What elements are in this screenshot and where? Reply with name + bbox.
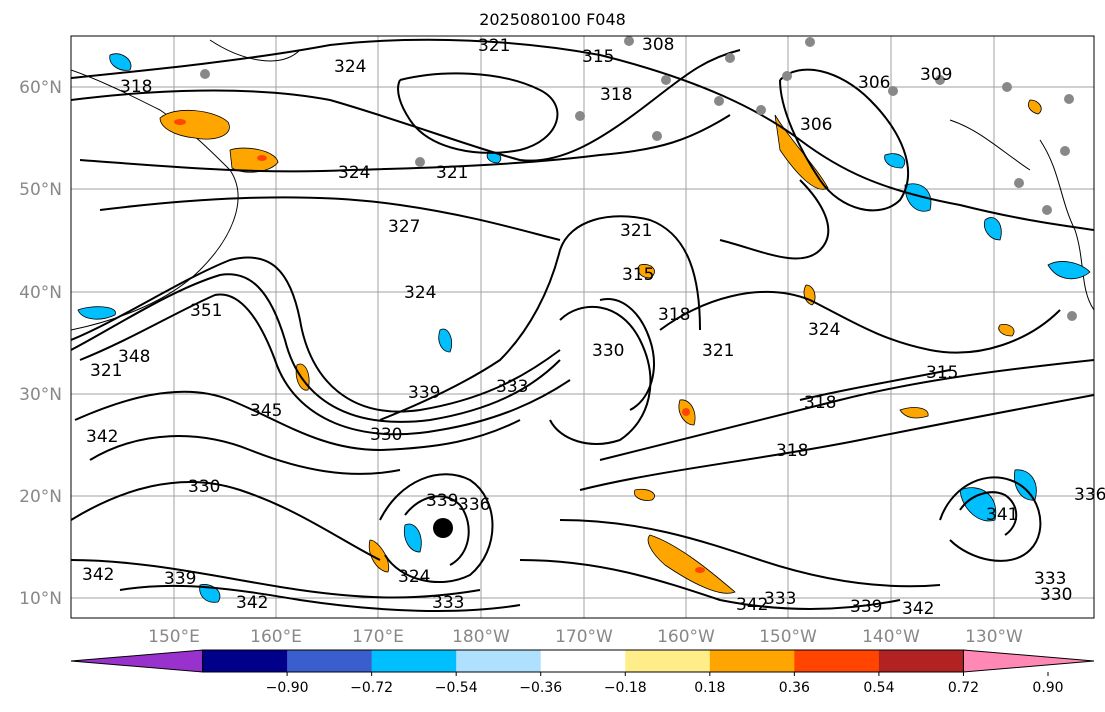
- lon-label: 170°E: [352, 627, 404, 647]
- contour-label: 306: [800, 115, 832, 135]
- contour-label: 321: [436, 163, 468, 183]
- lon-label: 140°W: [862, 627, 920, 647]
- contour-label: 336: [1074, 485, 1105, 505]
- latitude-labels: 60°N 50°N 40°N 30°N 20°N 10°N: [19, 78, 62, 609]
- colorbar-segment: [540, 650, 626, 672]
- colorbar-tick-label: 0.36: [779, 680, 810, 696]
- lat-label: 30°N: [19, 385, 62, 405]
- contour-label: 324: [404, 283, 436, 303]
- lat-label: 50°N: [19, 180, 62, 200]
- contour-label: 327: [388, 217, 420, 237]
- contour-label: 342: [82, 565, 114, 585]
- contour-label: 333: [496, 377, 528, 397]
- contour-label: 342: [902, 599, 934, 619]
- contour-label: 315: [582, 47, 614, 67]
- lon-label: 150°E: [148, 627, 200, 647]
- contour-label: 318: [776, 441, 808, 461]
- contour-label: 342: [736, 595, 768, 615]
- map-frame: [70, 35, 1095, 619]
- contour-label: 348: [118, 347, 150, 367]
- colorbar-segment: [878, 650, 964, 672]
- lat-label: 20°N: [19, 487, 62, 507]
- colorbar-segment: [456, 650, 542, 672]
- colorbar-segment: [709, 650, 795, 672]
- colorbar-segment: [287, 650, 373, 672]
- contour-label: 324: [398, 567, 430, 587]
- contour-label: 321: [620, 221, 652, 241]
- contour-label: 336: [458, 495, 490, 515]
- coastlines: [71, 39, 1094, 331]
- contour-label: 333: [1034, 569, 1066, 589]
- contour-label: 324: [808, 320, 840, 340]
- colorbar-tick-label: −0.72: [350, 680, 393, 696]
- contour-label: 321: [478, 36, 510, 56]
- colorbar-tick-label: −0.36: [519, 680, 562, 696]
- contour-label: 342: [86, 427, 118, 447]
- contours: [71, 38, 1094, 613]
- longitude-labels: 150°E 160°E 170°E 180°W 170°W 160°W 150°…: [148, 627, 1023, 647]
- contour-label: 324: [338, 163, 370, 183]
- colorbar-segment: [202, 650, 288, 672]
- lon-label: 150°W: [759, 627, 817, 647]
- stations: [200, 36, 1077, 321]
- contour-label: 342: [236, 593, 268, 613]
- contour-label: 309: [920, 65, 952, 85]
- storm-center-marker: [433, 518, 453, 538]
- colorbar-tick-label: 0.90: [1032, 680, 1063, 696]
- contour-label: 339: [850, 597, 882, 617]
- lat-label: 40°N: [19, 283, 62, 303]
- lon-label: 160°W: [657, 627, 715, 647]
- positive-shading-core: [174, 119, 705, 573]
- contour-label: 321: [702, 341, 734, 361]
- contour-label: 330: [592, 341, 624, 361]
- negative-shading: [77, 53, 1091, 603]
- colorbar-outline: [202, 649, 964, 673]
- contour-label: 318: [658, 305, 690, 325]
- colorbar-tick-label: 0.18: [694, 680, 725, 696]
- contour-label: 333: [764, 589, 796, 609]
- contour-labels: 318 321 324 315 308 318 306 309 306 324 …: [82, 35, 1105, 619]
- contour-label: 318: [120, 77, 152, 97]
- contour-label: 306: [858, 73, 890, 93]
- colorbar-tick-label: −0.90: [266, 680, 309, 696]
- colorbar-tick-label: 0.54: [863, 680, 894, 696]
- contour-label: 318: [804, 393, 836, 413]
- lon-label: 160°E: [250, 627, 302, 647]
- contour-label: 330: [188, 477, 220, 497]
- colorbar-tick-label: −0.18: [604, 680, 647, 696]
- contour-label: 318: [600, 85, 632, 105]
- colorbar-segment: [794, 650, 880, 672]
- lon-label: 180°W: [452, 627, 510, 647]
- colorbar-extend-max: [962, 649, 1095, 673]
- lat-label: 60°N: [19, 78, 62, 98]
- contour-label: 339: [426, 491, 458, 511]
- contour-label: 345: [250, 401, 282, 421]
- colorbar-segment: [625, 650, 711, 672]
- contour-label: 321: [90, 361, 122, 381]
- colorbar: −0.90 −0.72 −0.54 −0.36 −0.18 0.18 0.36 0.54 0.7…: [70, 649, 1095, 696]
- lon-label: 130°W: [965, 627, 1023, 647]
- contour-label: 351: [190, 301, 222, 321]
- colorbar-segment: [371, 650, 457, 672]
- lon-label: 170°W: [555, 627, 613, 647]
- contour-label: 339: [408, 383, 440, 403]
- contour-label: 324: [334, 57, 366, 77]
- graticule: [71, 36, 1094, 618]
- colorbar-tick-label: −0.54: [435, 680, 478, 696]
- colorbar-extend-min: [70, 649, 204, 673]
- contour-label: 341: [986, 505, 1018, 525]
- contour-label: 315: [622, 265, 654, 285]
- contour-label: 330: [370, 425, 402, 445]
- contour-label: 315: [926, 363, 958, 383]
- contour-label: 333: [432, 593, 464, 613]
- colorbar-tick-label: 0.72: [948, 680, 979, 696]
- lat-label: 10°N: [19, 589, 62, 609]
- contour-label: 339: [164, 569, 196, 589]
- contour-label: 308: [642, 35, 674, 55]
- contour-label: 330: [1040, 585, 1072, 605]
- map-title: 2025080100 F048: [479, 10, 626, 29]
